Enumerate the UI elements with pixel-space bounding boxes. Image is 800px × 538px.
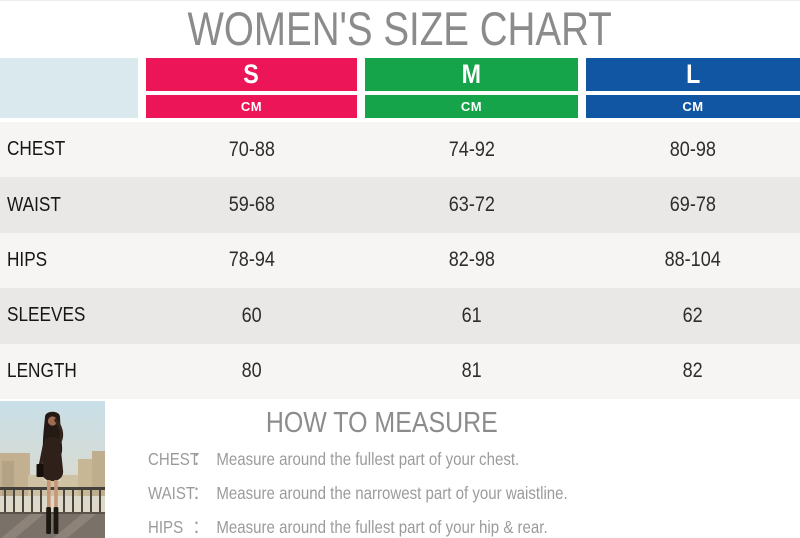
how-to-measure-heading: HOW TO MEASURE <box>265 406 498 439</box>
measure-item-hips: HIPS： Measure around the fullest part of … <box>148 516 548 537</box>
measure-item-waist: WAIST： Measure around the narrowest part … <box>148 482 568 503</box>
measure-item-chest: CHEST： Measure around the fullest part of… <box>148 448 520 469</box>
size-header-m: M <box>365 58 578 91</box>
cell-length-m: 81 <box>461 359 482 383</box>
cell-hips-l: 88-104 <box>664 248 722 272</box>
table-row-hips: HIPS 78-94 82-98 88-104 <box>0 232 800 289</box>
cell-waist-s: 59-68 <box>228 193 275 217</box>
cell-waist-l: 69-78 <box>669 193 717 217</box>
cell-waist-m: 63-72 <box>448 193 495 217</box>
table-row-length: LENGTH 80 81 82 <box>0 343 800 399</box>
unit-header-m: CM <box>365 95 578 118</box>
how-to-measure-section: HOW TO MEASURE CHEST： Measure around the … <box>0 400 800 538</box>
how-to-measure-content: HOW TO MEASURE CHEST： Measure around the … <box>105 401 800 538</box>
cell-chest-m: 74-92 <box>448 137 495 161</box>
row-label: CHEST <box>7 138 66 161</box>
row-label: WAIST <box>7 193 61 216</box>
cell-chest-l: 80-98 <box>669 137 717 161</box>
size-table-body: CHEST 70-88 74-92 80-98 WAIST 59-68 63-7… <box>0 122 800 399</box>
cell-sleeves-s: 60 <box>241 303 262 327</box>
measure-instructions: CHEST： Measure around the fullest part of… <box>105 448 800 537</box>
cell-sleeves-l: 62 <box>682 303 704 327</box>
table-corner-cell <box>0 58 138 118</box>
size-header-s: S <box>146 58 357 91</box>
page-title-text: WOMEN'S SIZE CHART <box>187 2 613 55</box>
unit-header-s: CM <box>146 95 357 118</box>
cell-length-s: 80 <box>241 359 262 383</box>
cell-length-l: 82 <box>682 359 704 383</box>
cell-sleeves-m: 61 <box>461 303 482 327</box>
page-title: WOMEN'S SIZE CHART <box>0 1 800 58</box>
cell-hips-s: 78-94 <box>228 248 275 272</box>
table-row-sleeves: SLEEVES 60 61 62 <box>0 288 800 344</box>
table-row-waist: WAIST 59-68 63-72 69-78 <box>0 177 800 233</box>
row-label: HIPS <box>7 248 48 271</box>
row-label: SLEEVES <box>7 304 86 327</box>
model-photo-illustration <box>0 400 105 538</box>
size-header-l: L <box>586 58 800 91</box>
table-row-chest: CHEST 70-88 74-92 80-98 <box>0 122 800 178</box>
cell-chest-s: 70-88 <box>228 137 275 161</box>
size-table-header: S M L CM CM CM <box>0 58 800 118</box>
unit-header-l: CM <box>586 95 800 118</box>
row-label: LENGTH <box>7 359 77 382</box>
model-photo <box>0 400 105 538</box>
cell-hips-m: 82-98 <box>448 248 495 272</box>
